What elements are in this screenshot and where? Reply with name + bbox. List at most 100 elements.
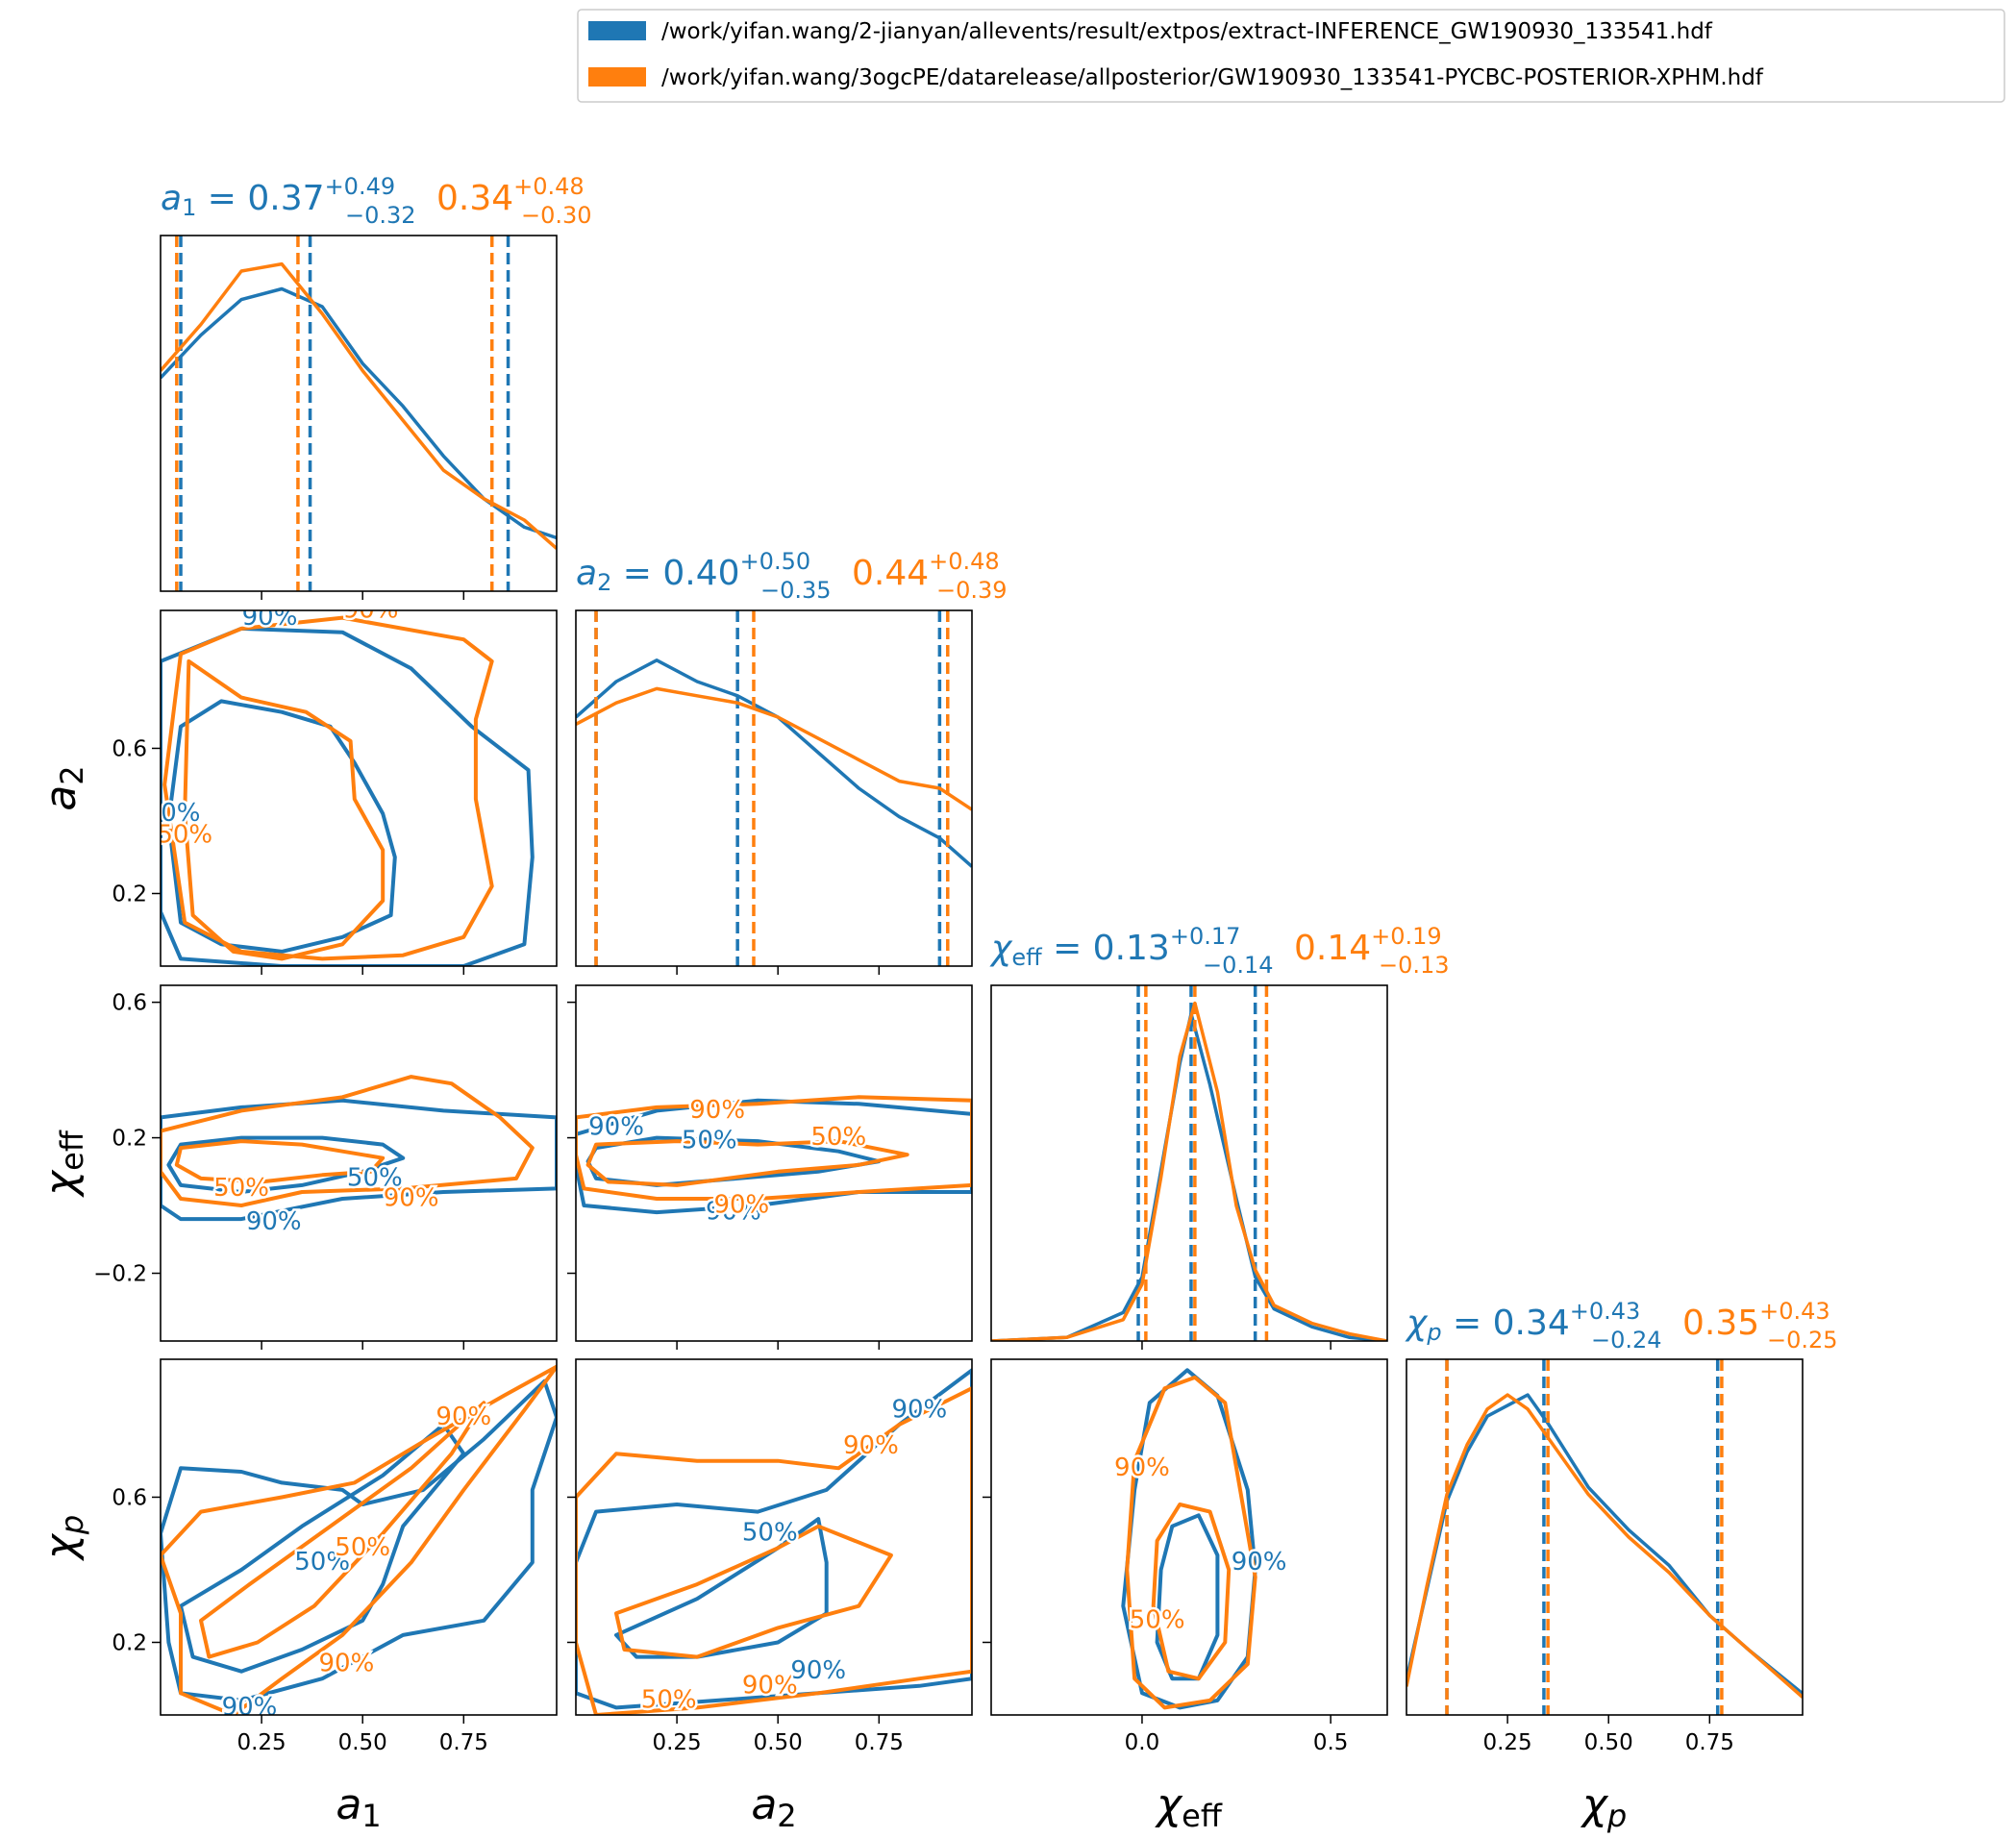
contour-blue-90 [161,1098,557,1222]
panel-plot-area: 90% 90% 50% [1112,1368,1289,1710]
legend-frame [577,9,2005,103]
contour-blue-90 [1121,1368,1257,1710]
title-chi_eff-blue: χeff = 0.13+0.17 [989,923,1240,971]
contour-orange-50 [199,1401,486,1659]
title-a2-orange-minus: −0.39 [936,577,1008,604]
contour-label: 90% [742,1671,798,1700]
contour-label: 90% [706,1198,761,1227]
panel-frame [990,1358,1388,1716]
contour-label: 90% [689,1096,745,1125]
legend-label-blue: /work/yifan.wang/2-jianyan/allevents/res… [661,19,1713,44]
y-tick-label: −0.2 [93,1262,147,1287]
title-chi_eff-blue-minus: −0.14 [1203,952,1274,979]
panel-chi_eff-chi_p: 90% 90% 50% 0.0 0.5 [983,1358,1388,1755]
panel-frame [990,984,1388,1342]
panel-frame [160,1358,558,1716]
contour-label: 50% [157,821,212,850]
contour-blue-90 [161,1378,557,1702]
x-tick-label: 0.50 [1584,1730,1633,1755]
y-axis-label-a2: a2 [37,765,90,810]
legend-swatch-blue [588,21,646,40]
contour-orange-90 [162,615,494,961]
panel-frame [160,984,558,1342]
hist-line-blue [576,658,972,868]
title-chi_p: χp = 0.34+0.43−0.24 0.35+0.43−0.25 [1405,1298,1838,1354]
title-chi_eff-orange: 0.14+0.19 [1294,923,1442,968]
panel-a1-chi_p: 90% 50%50% 90% 90% 0.25 0.50 0.75 0.2 0.6 [112,1358,558,1755]
contour-label: 90% [1114,1453,1170,1482]
hist-line-blue [991,1011,1387,1341]
contour-blue-50 [166,699,397,954]
title-chi_eff: χeff = 0.13+0.17−0.14 0.14+0.19−0.13 [989,923,1450,979]
title-a1-blue-minus: −0.32 [345,202,416,229]
x-axis-label-chi-eff-text: χeff [1155,1780,1223,1834]
legend-label-orange: /work/yifan.wang/3ogcPE/datarelease/allp… [661,65,1764,90]
y-axis-label-a2-text: a2 [37,765,90,810]
hist-line-orange [161,261,557,550]
contour-blue-50 [614,1517,829,1659]
y-axis-label-chi-eff-text: χeff [37,1130,90,1198]
x-tick-label: 0.5 [1313,1730,1349,1755]
x-tick-label: 0.75 [439,1730,488,1755]
contour-label: 50% [335,1533,390,1562]
panel-plot-area [1406,1359,1803,1715]
x-tick-label: 0.75 [855,1730,904,1755]
contour-label: 50% [742,1519,798,1548]
y-tick-label: 0.6 [112,1485,147,1510]
contour-blue-50 [179,1423,466,1674]
contour-orange-90 [576,1095,972,1201]
x-axis-label-chi-p-text: χp [1580,1780,1627,1834]
y-tick-label: 0.2 [112,1630,147,1655]
panel-plot-area [576,610,972,966]
contour-orange-50 [614,1524,893,1659]
x-axis-label-a2: a2 [751,1780,796,1834]
title-a2-blue: a2 = 0.40+0.50 [576,548,810,596]
contour-blue-50 [585,1135,882,1187]
panel-chi_p-chi_p: 0.25 0.50 0.75 [1406,1358,1804,1755]
x-axis-label-chi-eff: χeff [1155,1780,1223,1834]
x-tick-label: 0.25 [236,1730,286,1755]
title-a1-orange-minus: −0.30 [521,202,592,229]
contour-label: 90% [790,1656,846,1685]
panel-chi_eff-chi_eff [990,984,1388,1350]
contour-label: 90% [891,1395,947,1424]
contour-label: 90% [384,1184,439,1213]
contour-label: 90% [436,1403,491,1431]
y-axis-label-chi-p-text: χp [37,1515,90,1561]
y-axis-label-chi-eff: χeff [37,1130,90,1198]
contour-orange-90 [576,1386,972,1715]
contour-orange-90 [161,1075,535,1207]
contour-blue-50 [1155,1513,1220,1681]
title-a1-blue: a1 = 0.37+0.49 [161,173,395,221]
x-tick-label: 0.25 [1482,1730,1531,1755]
contour-orange-90 [161,1364,557,1715]
panel-a1-a2: 90% 90% 50%50% 0.2 0.6 [112,609,558,975]
title-chi_p-orange: 0.35+0.43 [1682,1298,1830,1343]
legend-swatch-orange [588,67,646,87]
contour-orange-50 [1151,1503,1232,1681]
panel-a2-a2 [575,609,973,975]
x-axis-label-chi-p: χp [1580,1780,1627,1834]
y-axis-label-chi-p: χp [37,1515,90,1561]
contour-label: 50% [347,1163,403,1192]
title-chi_p-blue-minus: −0.24 [1591,1327,1662,1354]
title-chi_p-blue: χp = 0.34+0.43 [1405,1298,1640,1346]
contour-label: 50% [682,1127,737,1155]
x-axis-label-a1: a1 [336,1780,381,1834]
panel-a2-chi_eff: 90%90%50% 50%90%90% [567,984,973,1350]
panel-plot-area [991,985,1387,1341]
panel-plot-area: 90% 50%50% 90% 90% [161,1364,557,1715]
title-a2: a2 = 0.40+0.50−0.35 0.44+0.48−0.39 [576,548,1008,604]
panel-frame [575,1358,973,1716]
panel-plot-area [161,236,557,591]
contour-orange-50 [174,1139,386,1184]
contour-blue-90 [161,626,535,966]
hist-line-blue [1406,1393,1803,1696]
hist-line-orange [991,1001,1387,1341]
contour-label: 50% [145,799,201,828]
y-tick-label: 0.6 [112,991,147,1016]
panel-frame [160,235,558,592]
title-a1: a1 = 0.37+0.49−0.32 0.34+0.48−0.30 [161,173,592,229]
x-tick-label: 0.0 [1125,1730,1160,1755]
contour-orange-50 [585,1139,909,1187]
